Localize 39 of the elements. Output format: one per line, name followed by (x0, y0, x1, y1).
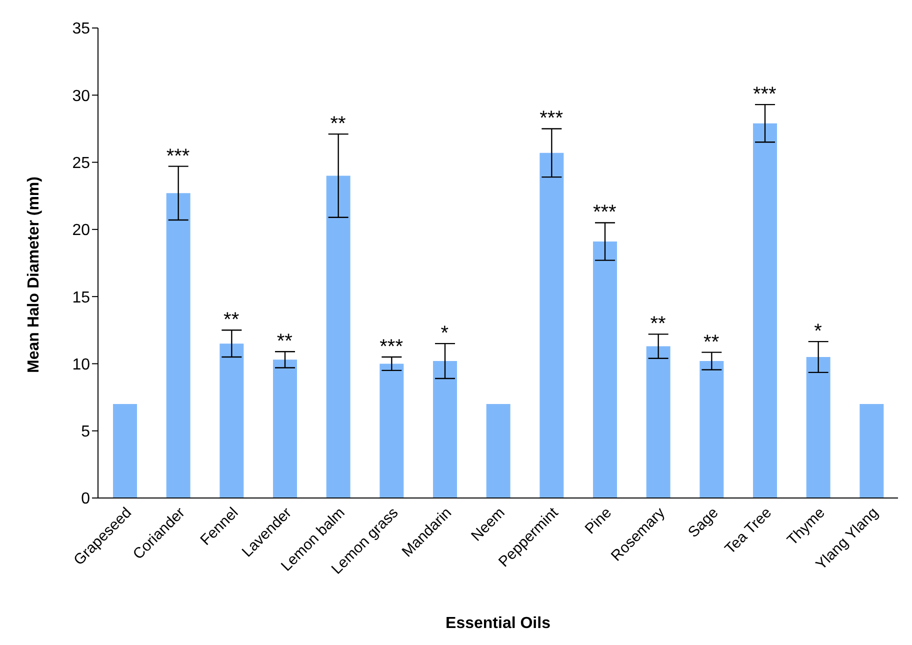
y-axis-title: Mean Halo Diameter (mm) (26, 176, 43, 373)
bar (326, 176, 350, 498)
y-tick-label: 0 (81, 490, 90, 508)
bar (486, 404, 510, 498)
bar (646, 346, 670, 498)
bar (540, 152, 564, 498)
y-tick-label: 20 (72, 222, 90, 240)
x-axis-title: Essential Oils (446, 615, 551, 632)
annotation: ** (276, 330, 293, 353)
annotation: ** (330, 113, 346, 136)
y-tick-label: 10 (72, 356, 90, 374)
x-tick-label: Tea Tree (722, 504, 776, 558)
y-tick-label: 30 (72, 88, 90, 105)
y-tick-label: 15 (72, 289, 90, 306)
bar (380, 364, 404, 498)
bar (593, 242, 617, 498)
bar (273, 360, 297, 498)
y-tick-label: 25 (72, 154, 90, 172)
bar (166, 193, 190, 498)
y-tick-label: 5 (81, 424, 90, 441)
annotation: * (814, 320, 822, 343)
annotation: *** (752, 84, 777, 106)
annotation: *** (540, 108, 564, 130)
annotation: *** (380, 336, 404, 358)
bar (113, 404, 137, 498)
annotation: * (440, 322, 449, 345)
bar (753, 123, 777, 498)
annotation: ** (704, 331, 720, 354)
bar (220, 344, 244, 498)
bar (700, 361, 724, 498)
bar (433, 361, 457, 498)
annotation: *** (592, 202, 617, 224)
x-tick-label: Pine (582, 504, 616, 538)
annotation: *** (166, 145, 190, 168)
bar (860, 404, 884, 498)
bar (806, 357, 830, 498)
annotation: ** (650, 313, 666, 336)
y-tick-label: 35 (72, 20, 90, 38)
annotation: ** (224, 309, 240, 332)
